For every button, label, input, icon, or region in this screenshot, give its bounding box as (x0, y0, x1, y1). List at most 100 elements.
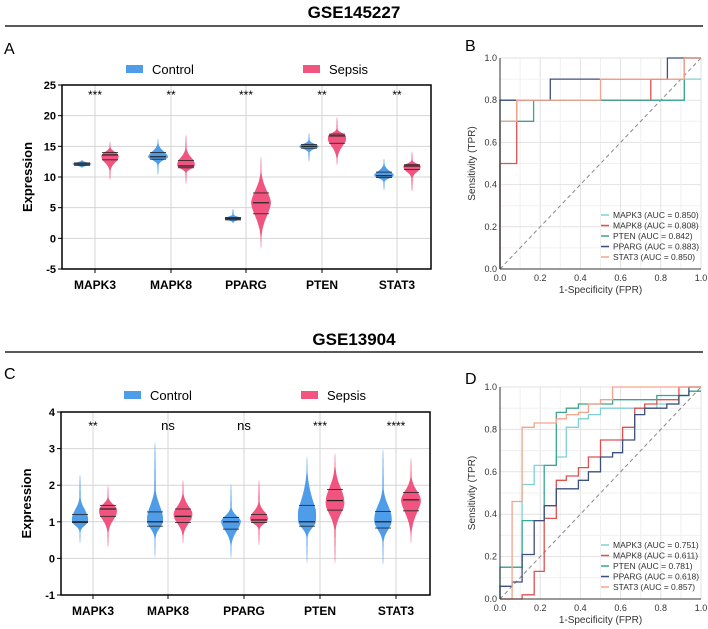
y-axis-label: Sensitivity (TPR) (467, 126, 478, 200)
significance-label: ** (317, 88, 327, 102)
significance-label: *** (88, 88, 102, 102)
significance-label: ns (237, 418, 251, 433)
roc-curve-pparg (499, 386, 701, 599)
y-tick-label: 0 (49, 553, 55, 565)
x-axis-label: 1-Specificity (FPR) (559, 285, 642, 296)
y-tick-label: 5 (50, 203, 56, 215)
significance-label: ** (166, 88, 176, 102)
y-tick-label: -5 (46, 264, 56, 276)
legend-label: STAT3 (AUC = 0.850) (613, 252, 695, 262)
x-tick-label: MAPK3 (74, 278, 116, 292)
violin-sepsis-pparg (250, 479, 268, 546)
violin-sepsis-mapk8 (177, 134, 195, 185)
roc-curve-mapk8 (500, 386, 701, 600)
y-tick-label: -1 (45, 590, 55, 602)
violin-sepsis-stat3 (403, 151, 421, 192)
y-tick-label: 0.4 (484, 180, 497, 190)
x-tick-label: PTEN (304, 604, 336, 618)
x-tick-label: 0.0 (494, 273, 507, 283)
x-tick-label: 0.2 (534, 603, 547, 613)
violin-sepsis-pten (325, 452, 345, 564)
y-tick-label: 0.2 (484, 552, 497, 562)
x-tick-label: MAPK8 (147, 604, 189, 618)
legend-swatch-control (126, 65, 143, 73)
y-tick-label: 0.8 (484, 95, 497, 105)
y-axis-label: Expression (20, 142, 35, 212)
y-tick-label: 1 (49, 517, 55, 529)
x-tick-label: 1.0 (695, 603, 708, 613)
panel-label: B (465, 38, 476, 55)
legend-swatch-sepsis (301, 391, 318, 399)
legend-label-sepsis: Sepsis (327, 388, 367, 403)
y-tick-label: 25 (44, 80, 56, 92)
violin-sepsis-stat3 (401, 457, 421, 544)
x-tick-label: MAPK8 (150, 278, 192, 292)
x-tick-label: 0.0 (494, 603, 507, 613)
violin-control-mapk8 (147, 441, 163, 559)
x-tick-label: STAT3 (378, 604, 415, 618)
section-title: GSE13904 (312, 330, 396, 349)
violin-control-pten (297, 455, 317, 564)
x-tick-label: PTEN (306, 278, 338, 292)
legend-label: MAPK8 (AUC = 0.611) (613, 551, 698, 561)
roc-curve-stat3 (499, 57, 701, 269)
plot-frame (60, 411, 431, 596)
x-tick-label: 0.6 (614, 603, 627, 613)
legend-label: PTEN (AUC = 0.781) (613, 561, 693, 571)
x-tick-label: MAPK3 (72, 604, 114, 618)
legend-label-sepsis: Sepsis (329, 62, 369, 77)
x-tick-label: PPARG (225, 278, 267, 292)
y-axis-label: Expression (19, 468, 34, 538)
x-tick-label: 1.0 (695, 273, 708, 283)
y-tick-label: 0.6 (484, 467, 497, 477)
x-tick-label: PPARG (223, 604, 265, 618)
legend-label-control: Control (150, 388, 192, 403)
y-tick-label: 3 (49, 444, 55, 456)
y-tick-label: 15 (44, 141, 56, 153)
legend-label-control: Control (152, 62, 194, 77)
significance-label: ns (161, 418, 175, 433)
x-tick-label: 0.2 (534, 273, 547, 283)
panel-label: D (465, 371, 477, 388)
x-tick-label: STAT3 (379, 278, 416, 292)
violin-sepsis-mapk3 (101, 141, 119, 181)
legend-label: MAPK8 (AUC = 0.808) (613, 221, 699, 231)
y-tick-label: 0.6 (484, 137, 497, 147)
significance-label: ** (392, 88, 402, 102)
y-tick-label: 0.0 (484, 264, 497, 274)
panel-label: C (4, 366, 16, 383)
violin-sepsis-mapk8 (173, 479, 193, 544)
legend-label: MAPK3 (AUC = 0.751) (613, 540, 699, 550)
violin-control-pparg (221, 483, 241, 559)
y-tick-label: 0.8 (484, 424, 497, 434)
y-tick-label: 1.0 (484, 53, 497, 63)
x-tick-label: 0.8 (655, 273, 668, 283)
y-tick-label: 0.4 (484, 509, 497, 519)
y-tick-label: 10 (44, 172, 56, 184)
violin-control-pparg (224, 208, 242, 224)
y-tick-label: 20 (44, 111, 56, 123)
significance-label: *** (313, 419, 327, 433)
legend-label: PPARG (AUC = 0.618) (613, 572, 699, 582)
x-tick-label: 0.8 (655, 603, 668, 613)
legend-label: STAT3 (AUC = 0.857) (613, 582, 695, 592)
legend-swatch-sepsis (303, 65, 320, 73)
significance-label: **** (387, 419, 406, 433)
y-tick-label: 2 (49, 480, 55, 492)
significance-label: ** (88, 419, 98, 433)
y-axis-label: Sensitivity (TPR) (467, 456, 478, 530)
y-tick-label: 0.2 (484, 222, 497, 232)
x-tick-label: 0.4 (574, 603, 587, 613)
significance-label: *** (239, 88, 253, 102)
legend-label: MAPK3 (AUC = 0.850) (613, 210, 699, 220)
x-tick-label: 0.6 (614, 273, 627, 283)
violin-control-pten (299, 132, 319, 162)
y-tick-label: 4 (49, 407, 56, 419)
legend-label: PPARG (AUC = 0.883) (613, 242, 699, 252)
violin-control-mapk3 (71, 474, 89, 544)
x-axis-label: 1-Specificity (FPR) (559, 615, 642, 626)
x-tick-label: 0.4 (574, 273, 587, 283)
violin-control-stat3 (374, 448, 392, 566)
